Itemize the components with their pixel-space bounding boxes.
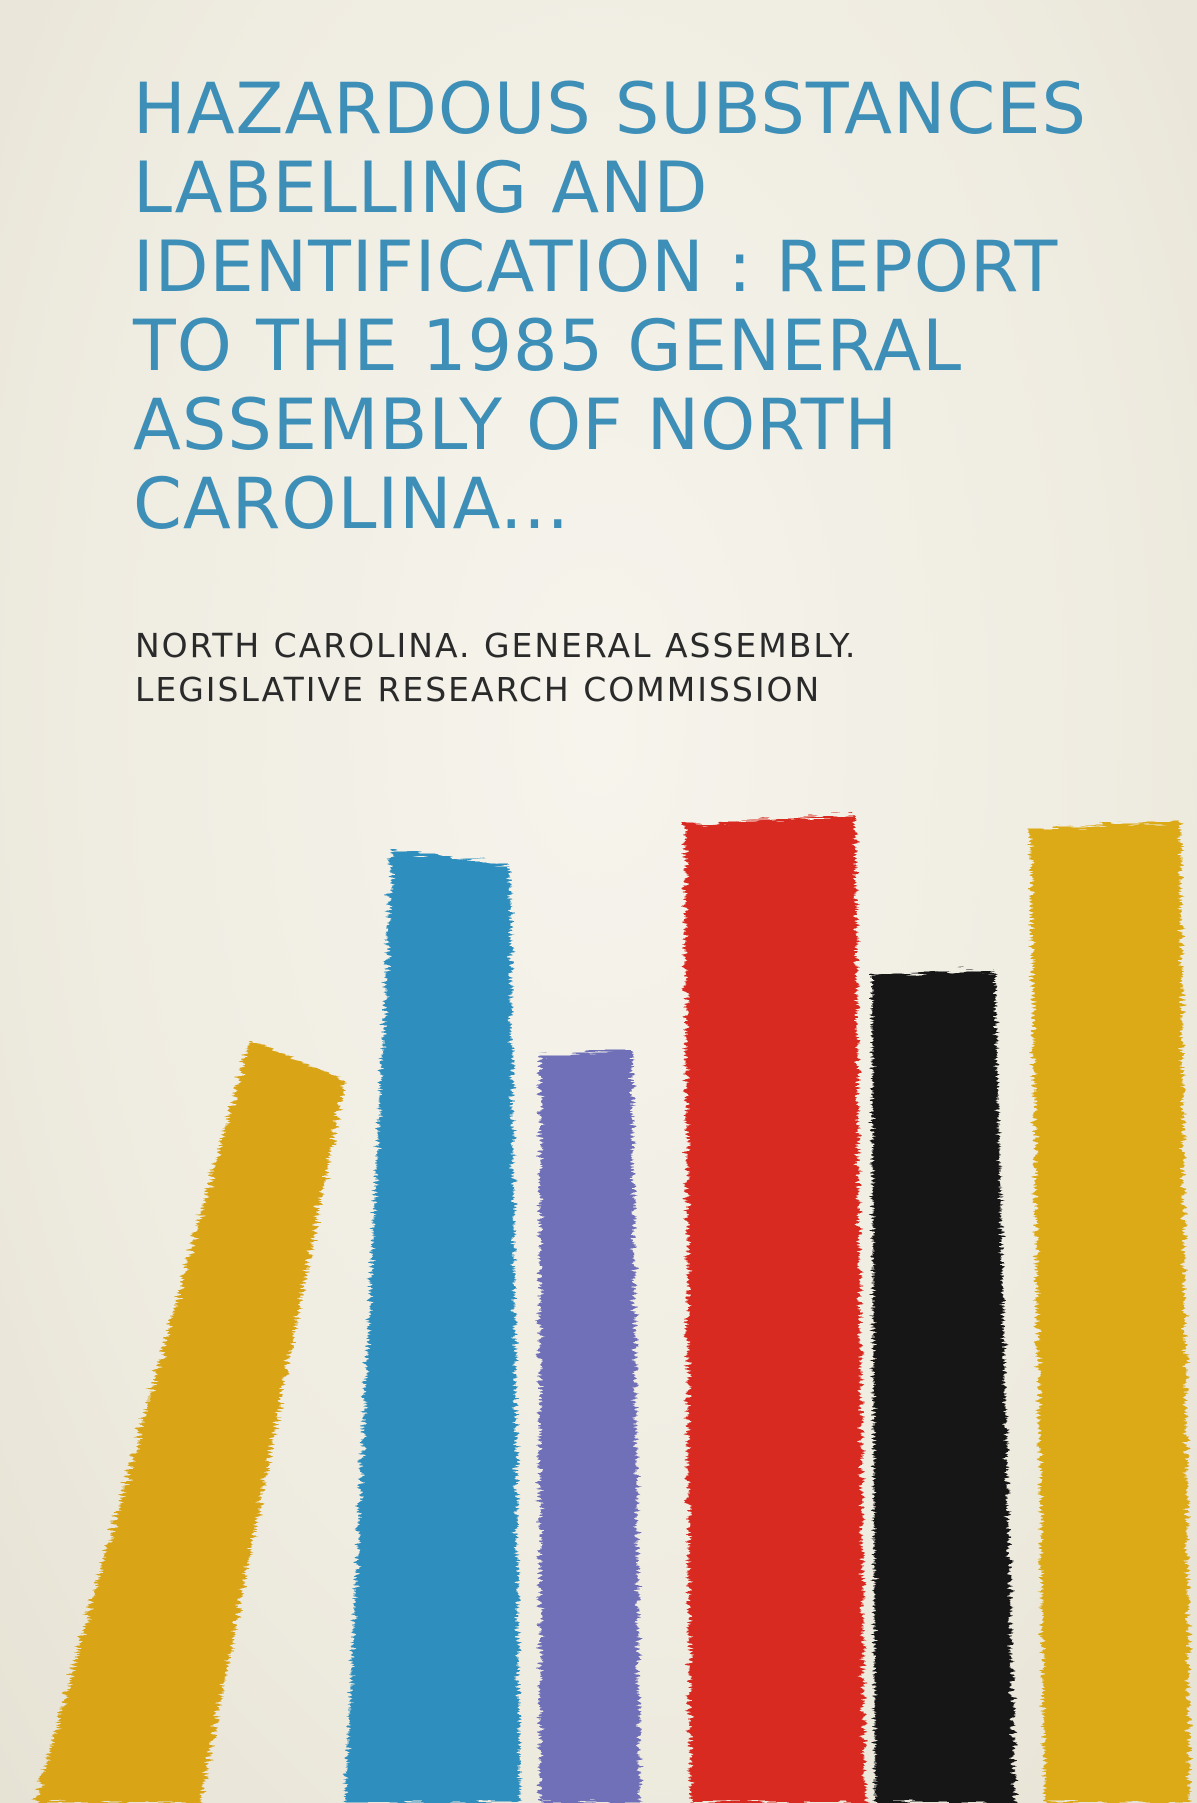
stroke-red bbox=[685, 815, 865, 1803]
stroke-yellow-left bbox=[35, 1040, 345, 1803]
stroke-black bbox=[872, 970, 1015, 1803]
book-title: Hazardous Substances Labelling and Ident… bbox=[133, 68, 1087, 545]
author-line-1: North Carolina. General Assembly. bbox=[135, 626, 858, 665]
stroke-yellow-right bbox=[1030, 820, 1190, 1803]
stroke-blue bbox=[345, 850, 520, 1803]
author-line-2: Legislative Research Commission bbox=[135, 670, 822, 709]
book-author: North Carolina. General Assembly. Legisl… bbox=[135, 624, 1175, 712]
stroke-purple bbox=[540, 1050, 640, 1803]
